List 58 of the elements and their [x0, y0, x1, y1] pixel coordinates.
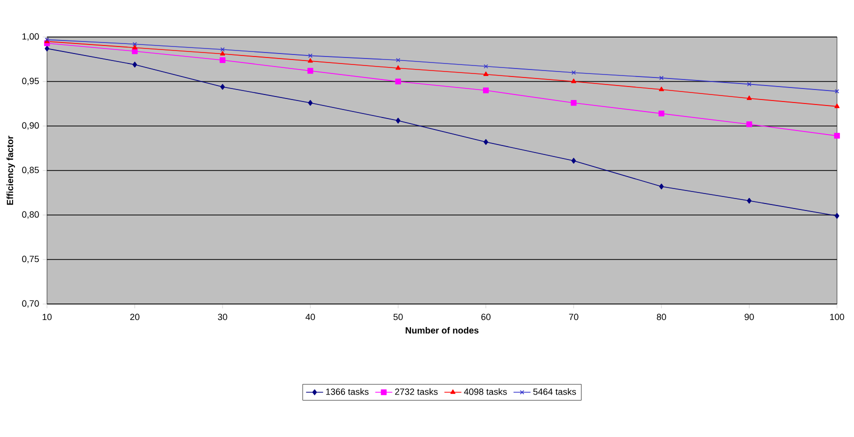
point: [746, 121, 752, 128]
point: [220, 84, 225, 90]
y-tick-label: 0,85: [22, 166, 39, 174]
point: [571, 78, 576, 84]
point: [44, 46, 50, 52]
point: [659, 76, 664, 80]
y-tick-label: 0,95: [22, 78, 39, 86]
legend-label: 5464 tasks: [533, 388, 576, 395]
x-tick-label: 90: [744, 314, 754, 320]
point: [747, 82, 752, 86]
point: [396, 58, 400, 62]
legend-label: 2732 tasks: [395, 388, 438, 395]
point: [659, 184, 664, 190]
point: [308, 54, 312, 58]
y-axis-title: Efficiency factor: [6, 136, 15, 205]
point: [308, 100, 313, 106]
x-tick-label: 80: [656, 314, 666, 320]
legend-label: 1366 tasks: [326, 388, 369, 395]
point: [132, 44, 138, 50]
point: [570, 100, 577, 106]
point: [395, 78, 401, 84]
point: [746, 198, 752, 204]
x-axis-title: Number of nodes: [406, 326, 478, 334]
point: [396, 118, 400, 124]
x-tick-label: 30: [218, 314, 228, 320]
point: [220, 47, 225, 52]
point: [308, 58, 313, 63]
point: [571, 158, 576, 164]
point: [132, 42, 137, 46]
x-tick-label: 40: [306, 314, 315, 320]
legend-label: 4098 tasks: [464, 388, 507, 395]
y-tick-label: 0,80: [22, 211, 39, 219]
y-tick-label: 0,75: [22, 256, 39, 264]
point: [307, 68, 314, 74]
x-tick-label: 50: [393, 314, 403, 320]
point: [658, 110, 664, 116]
x-tick-label: 20: [130, 314, 140, 320]
point: [483, 71, 488, 76]
y-tick-label: 0,90: [22, 122, 39, 130]
point: [746, 96, 752, 100]
point: [220, 57, 226, 64]
point: [572, 70, 576, 75]
point: [220, 51, 226, 56]
x-tick-label: 70: [569, 314, 578, 320]
point: [834, 132, 840, 139]
point: [834, 213, 840, 219]
point: [834, 104, 840, 108]
point: [396, 65, 401, 70]
x-tick-label: 100: [830, 314, 844, 320]
y-tick-label: 0,70: [22, 300, 39, 308]
point: [484, 64, 488, 69]
point: [132, 62, 138, 68]
point: [483, 88, 489, 94]
x-tick-label: 60: [481, 314, 491, 320]
point: [658, 86, 664, 92]
point: [484, 139, 488, 145]
x-tick-label: 10: [42, 314, 52, 320]
y-tick-label: 1,00: [22, 33, 39, 41]
